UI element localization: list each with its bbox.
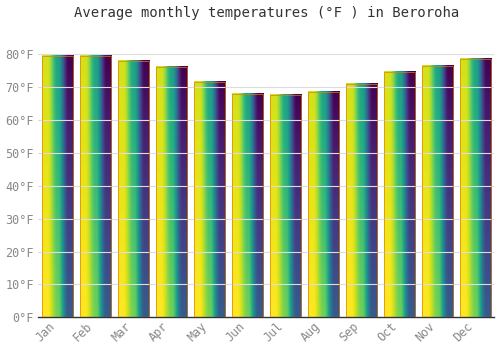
Bar (232, 93, 263, 317)
Bar (80, 56, 111, 317)
Bar (308, 92, 339, 317)
Bar (194, 82, 225, 317)
Title: Average monthly temperatures (°F ) in Beroroha: Average monthly temperatures (°F ) in Be… (74, 6, 459, 20)
Bar (270, 95, 301, 317)
Bar (42, 56, 73, 317)
Bar (384, 72, 415, 317)
Bar (460, 59, 491, 317)
Bar (118, 61, 149, 317)
Bar (156, 67, 187, 317)
Bar (422, 65, 453, 317)
Bar (346, 84, 377, 317)
